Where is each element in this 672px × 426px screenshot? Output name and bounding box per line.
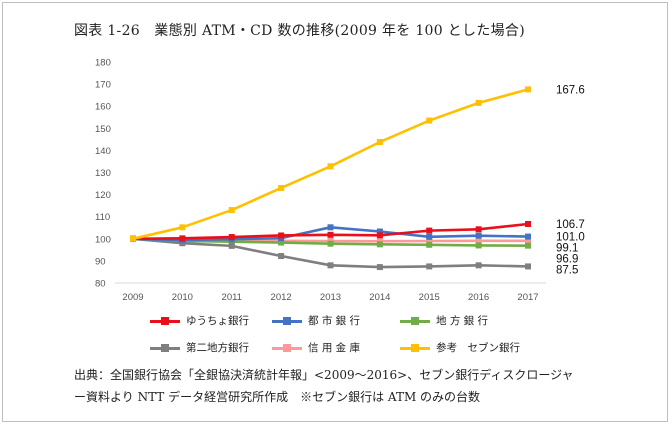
data-point xyxy=(376,238,383,245)
legend-item: ゆうちょ銀行 xyxy=(150,313,272,328)
end-value-label: 167.6 xyxy=(556,84,585,96)
data-point xyxy=(327,262,334,269)
y-tick-label: 90 xyxy=(95,256,106,267)
x-tick-label: 2010 xyxy=(172,292,193,303)
end-value-label: 96.9 xyxy=(556,254,578,266)
legend-item: 第二地方銀行 xyxy=(150,340,272,355)
data-point xyxy=(475,237,482,244)
data-point xyxy=(426,263,433,270)
y-tick-label: 180 xyxy=(95,58,111,69)
data-point xyxy=(426,233,433,240)
legend-item: 信 用 金 庫 xyxy=(272,340,400,355)
legend-label: 信 用 金 庫 xyxy=(308,342,361,354)
data-point xyxy=(376,241,383,248)
data-point xyxy=(278,184,285,191)
data-point xyxy=(130,235,136,242)
legend-swatch xyxy=(150,315,180,327)
data-point xyxy=(327,163,334,170)
data-point xyxy=(327,240,334,247)
data-point xyxy=(228,207,235,214)
data-point xyxy=(525,263,531,270)
x-tick-label: 2015 xyxy=(419,292,440,303)
x-tick-label: 2016 xyxy=(468,292,489,303)
data-point xyxy=(278,239,285,246)
end-value-label: 87.5 xyxy=(556,265,578,277)
x-tick-label: 2017 xyxy=(517,292,538,303)
data-point xyxy=(327,231,334,238)
data-point xyxy=(426,241,433,248)
data-point xyxy=(475,232,482,239)
figure-frame xyxy=(2,2,668,422)
data-point xyxy=(376,232,383,239)
x-tick-label: 2013 xyxy=(320,292,341,303)
data-point xyxy=(525,242,531,249)
y-tick-label: 110 xyxy=(95,212,110,223)
data-point xyxy=(278,232,285,239)
legend-label: ゆうちょ銀行 xyxy=(186,315,249,327)
x-tick-label: 2009 xyxy=(122,292,143,303)
data-point xyxy=(278,253,285,260)
y-tick-label: 120 xyxy=(95,190,111,201)
legend-label: 地 方 銀 行 xyxy=(436,315,489,327)
source-line-2: ー資料より NTT データ経営研究所作成 ※セブン銀行は ATM のみの台数 xyxy=(74,390,481,404)
chart-title: 図表 1-26 業態別 ATM・CD 数の推移(2009 年を 100 とした場… xyxy=(74,23,525,39)
data-point xyxy=(525,233,531,240)
data-point xyxy=(327,224,334,231)
legend-swatch xyxy=(400,342,430,354)
chart-legend: ゆうちょ銀行 都 市 銀 行 地 方 銀 行第二地方銀行 信 用 金 庫 参考 セブン銀… xyxy=(150,313,520,355)
legend-swatch xyxy=(272,315,302,327)
legend-item: 地 方 銀 行 xyxy=(400,313,520,328)
data-point xyxy=(525,237,531,244)
data-point xyxy=(179,235,186,242)
end-value-label: 99.1 xyxy=(556,243,578,255)
data-point xyxy=(426,117,433,124)
legend-swatch xyxy=(150,342,180,354)
data-point xyxy=(475,99,482,106)
legend-label: 都 市 銀 行 xyxy=(308,315,361,327)
y-tick-label: 80 xyxy=(95,279,106,290)
legend-item: 都 市 銀 行 xyxy=(272,313,400,328)
data-point xyxy=(376,139,383,146)
data-point xyxy=(228,234,235,241)
y-tick-label: 140 xyxy=(95,146,111,157)
x-tick-label: 2012 xyxy=(271,292,292,303)
data-point xyxy=(179,224,186,231)
data-point xyxy=(475,262,482,269)
legend-item: 参考 セブン銀行 xyxy=(400,340,520,355)
data-point xyxy=(376,264,383,271)
data-point xyxy=(426,227,433,234)
data-point xyxy=(179,240,186,247)
data-point xyxy=(475,242,482,249)
y-tick-label: 100 xyxy=(95,234,111,245)
data-point xyxy=(426,238,433,245)
data-point xyxy=(525,220,531,227)
source-line-1: 出典：全国銀行協会「全銀協決済統計年報」<2009～2016>、セブン銀行ディス… xyxy=(74,368,574,382)
end-value-label: 106.7 xyxy=(556,219,585,231)
x-tick-label: 2011 xyxy=(222,292,242,303)
y-tick-label: 170 xyxy=(95,80,111,91)
legend-swatch xyxy=(400,315,430,327)
y-tick-label: 150 xyxy=(95,124,111,135)
x-tick-label: 2014 xyxy=(369,292,390,303)
data-point xyxy=(228,242,235,249)
legend-swatch xyxy=(272,342,302,354)
data-point xyxy=(475,226,482,233)
end-value-label: 101.0 xyxy=(556,232,585,244)
y-tick-label: 130 xyxy=(95,168,111,179)
legend-label: 参考 セブン銀行 xyxy=(436,342,520,354)
y-tick-label: 160 xyxy=(95,102,111,113)
data-point xyxy=(525,86,531,93)
legend-label: 第二地方銀行 xyxy=(186,342,249,354)
data-point xyxy=(376,228,383,235)
source-note: 出典：全国銀行協会「全銀協決済統計年報」<2009～2016>、セブン銀行ディス… xyxy=(74,364,634,408)
